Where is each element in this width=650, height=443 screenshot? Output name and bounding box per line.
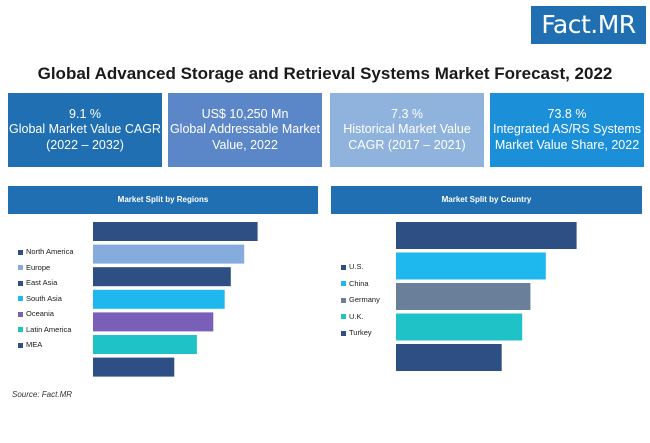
legend-item: South Asia (18, 294, 62, 304)
legend-label: East Asia (26, 278, 58, 287)
bar-europe (93, 244, 245, 264)
bar-china (396, 252, 546, 280)
legend-item: Europe (18, 263, 50, 273)
factmr-logo: Fact.MR (531, 6, 646, 44)
kpi-value: 9.1 % (69, 106, 101, 121)
kpi-box-historical-cagr: 7.3 % Historical Market Value CAGR (2017… (330, 93, 484, 167)
legend-swatch (341, 330, 346, 336)
legend-swatch (18, 249, 23, 255)
legend-swatch (341, 297, 346, 303)
bar-turkey (396, 344, 502, 371)
kpi-value: 7.3 % (391, 106, 423, 121)
bar-east-asia (93, 267, 231, 287)
kpi-label: Historical Market Value CAGR (2017 – 202… (343, 122, 471, 152)
bar-germany (396, 283, 531, 310)
legend-swatch (341, 264, 346, 270)
legend-label: Germany (349, 295, 380, 304)
country-bar-chart (396, 222, 577, 371)
legend-swatch (18, 311, 23, 317)
page-title: Global Advanced Storage and Retrieval Sy… (37, 64, 613, 83)
bar-mea (93, 357, 175, 377)
legend-item: North America (18, 247, 74, 257)
legend-swatch (18, 296, 23, 302)
kpi-label: Global Market Value CAGR (2022 – 2032) (9, 122, 161, 152)
kpi-box-integrated-share: 73.8 % Integrated AS/RS Systems Market V… (490, 93, 644, 167)
bar-oceania (93, 312, 214, 332)
legend-swatch (341, 314, 346, 320)
legend-swatch (18, 265, 23, 271)
bar-north-america (93, 222, 258, 241)
bar-south-asia (93, 289, 225, 309)
legend-item: Germany (341, 295, 380, 305)
legend-label: North America (26, 247, 74, 256)
legend-swatch (18, 342, 23, 348)
regions-legend: North America Europe East Asia South Asia Oc… (18, 247, 93, 357)
legend-item: Turkey (341, 328, 372, 338)
bar-latin-america (93, 335, 197, 354)
legend-label: Turkey (349, 328, 372, 337)
kpi-box-market-value: US$ 10,250 Mn Global Addressable Market … (168, 93, 322, 167)
kpi-box-cagr: 9.1 % Global Market Value CAGR (2022 – 2… (8, 93, 162, 167)
legend-label: Latin America (26, 324, 72, 334)
legend-item: Latin America (18, 325, 71, 335)
bar-u-k- (396, 313, 523, 341)
legend-label: U.K. (349, 311, 364, 321)
legend-item: China (341, 279, 369, 289)
legend-item: U.K. (341, 312, 364, 322)
legend-label: South Asia (26, 293, 62, 303)
bar-u-s- (396, 222, 577, 249)
kpi-label: Global Addressable Market Value, 2022 (169, 122, 321, 152)
legend-item: Oceania (18, 309, 54, 319)
legend-swatch (18, 327, 23, 333)
legend-label: Europe (26, 262, 51, 272)
legend-label: MEA (26, 340, 43, 349)
legend-label: U.S. (349, 262, 364, 271)
source-note: Source: Fact.MR (12, 390, 73, 399)
kpi-label: Integrated AS/RS Systems Market Value Sh… (493, 122, 641, 152)
kpi-value: US$ 10,250 Mn (201, 106, 289, 121)
legend-swatch (18, 280, 23, 286)
legend-item: MEA (18, 340, 42, 350)
regions-panel-header: Market Split by Regions (8, 186, 318, 214)
kpi-value: 73.8 % (547, 106, 587, 121)
legend-label: Oceania (26, 309, 54, 318)
country-panel-header: Market Split by Country (331, 186, 642, 214)
legend-swatch (341, 281, 346, 287)
regions-bar-chart (93, 222, 258, 377)
country-legend: U.S. China Germany U.K. Turkey (341, 262, 396, 342)
legend-label: China (349, 278, 369, 288)
legend-item: East Asia (18, 278, 57, 288)
legend-item: U.S. (341, 262, 364, 272)
